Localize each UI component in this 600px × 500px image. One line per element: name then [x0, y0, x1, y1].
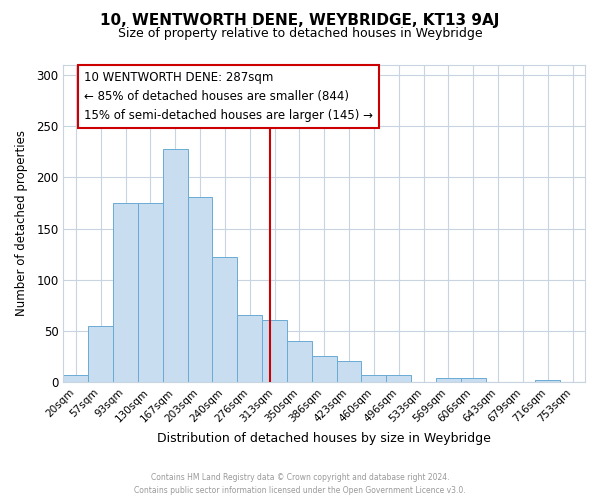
- Bar: [138, 203, 163, 382]
- Bar: [386, 375, 411, 382]
- Bar: [361, 375, 386, 382]
- Text: 10, WENTWORTH DENE, WEYBRIDGE, KT13 9AJ: 10, WENTWORTH DENE, WEYBRIDGE, KT13 9AJ: [100, 12, 500, 28]
- Bar: [461, 378, 485, 382]
- Text: 10 WENTWORTH DENE: 287sqm
← 85% of detached houses are smaller (844)
15% of semi: 10 WENTWORTH DENE: 287sqm ← 85% of detac…: [85, 72, 373, 122]
- Bar: [535, 380, 560, 382]
- Bar: [88, 326, 113, 382]
- Text: Size of property relative to detached houses in Weybridge: Size of property relative to detached ho…: [118, 28, 482, 40]
- Y-axis label: Number of detached properties: Number of detached properties: [15, 130, 28, 316]
- Bar: [237, 316, 262, 382]
- Bar: [436, 378, 461, 382]
- Bar: [337, 362, 361, 382]
- Bar: [262, 320, 287, 382]
- Bar: [212, 257, 237, 382]
- Bar: [287, 341, 312, 382]
- X-axis label: Distribution of detached houses by size in Weybridge: Distribution of detached houses by size …: [157, 432, 491, 445]
- Bar: [113, 203, 138, 382]
- Bar: [188, 197, 212, 382]
- Bar: [163, 149, 188, 382]
- Bar: [64, 375, 88, 382]
- Text: Contains HM Land Registry data © Crown copyright and database right 2024.
Contai: Contains HM Land Registry data © Crown c…: [134, 474, 466, 495]
- Bar: [312, 356, 337, 382]
